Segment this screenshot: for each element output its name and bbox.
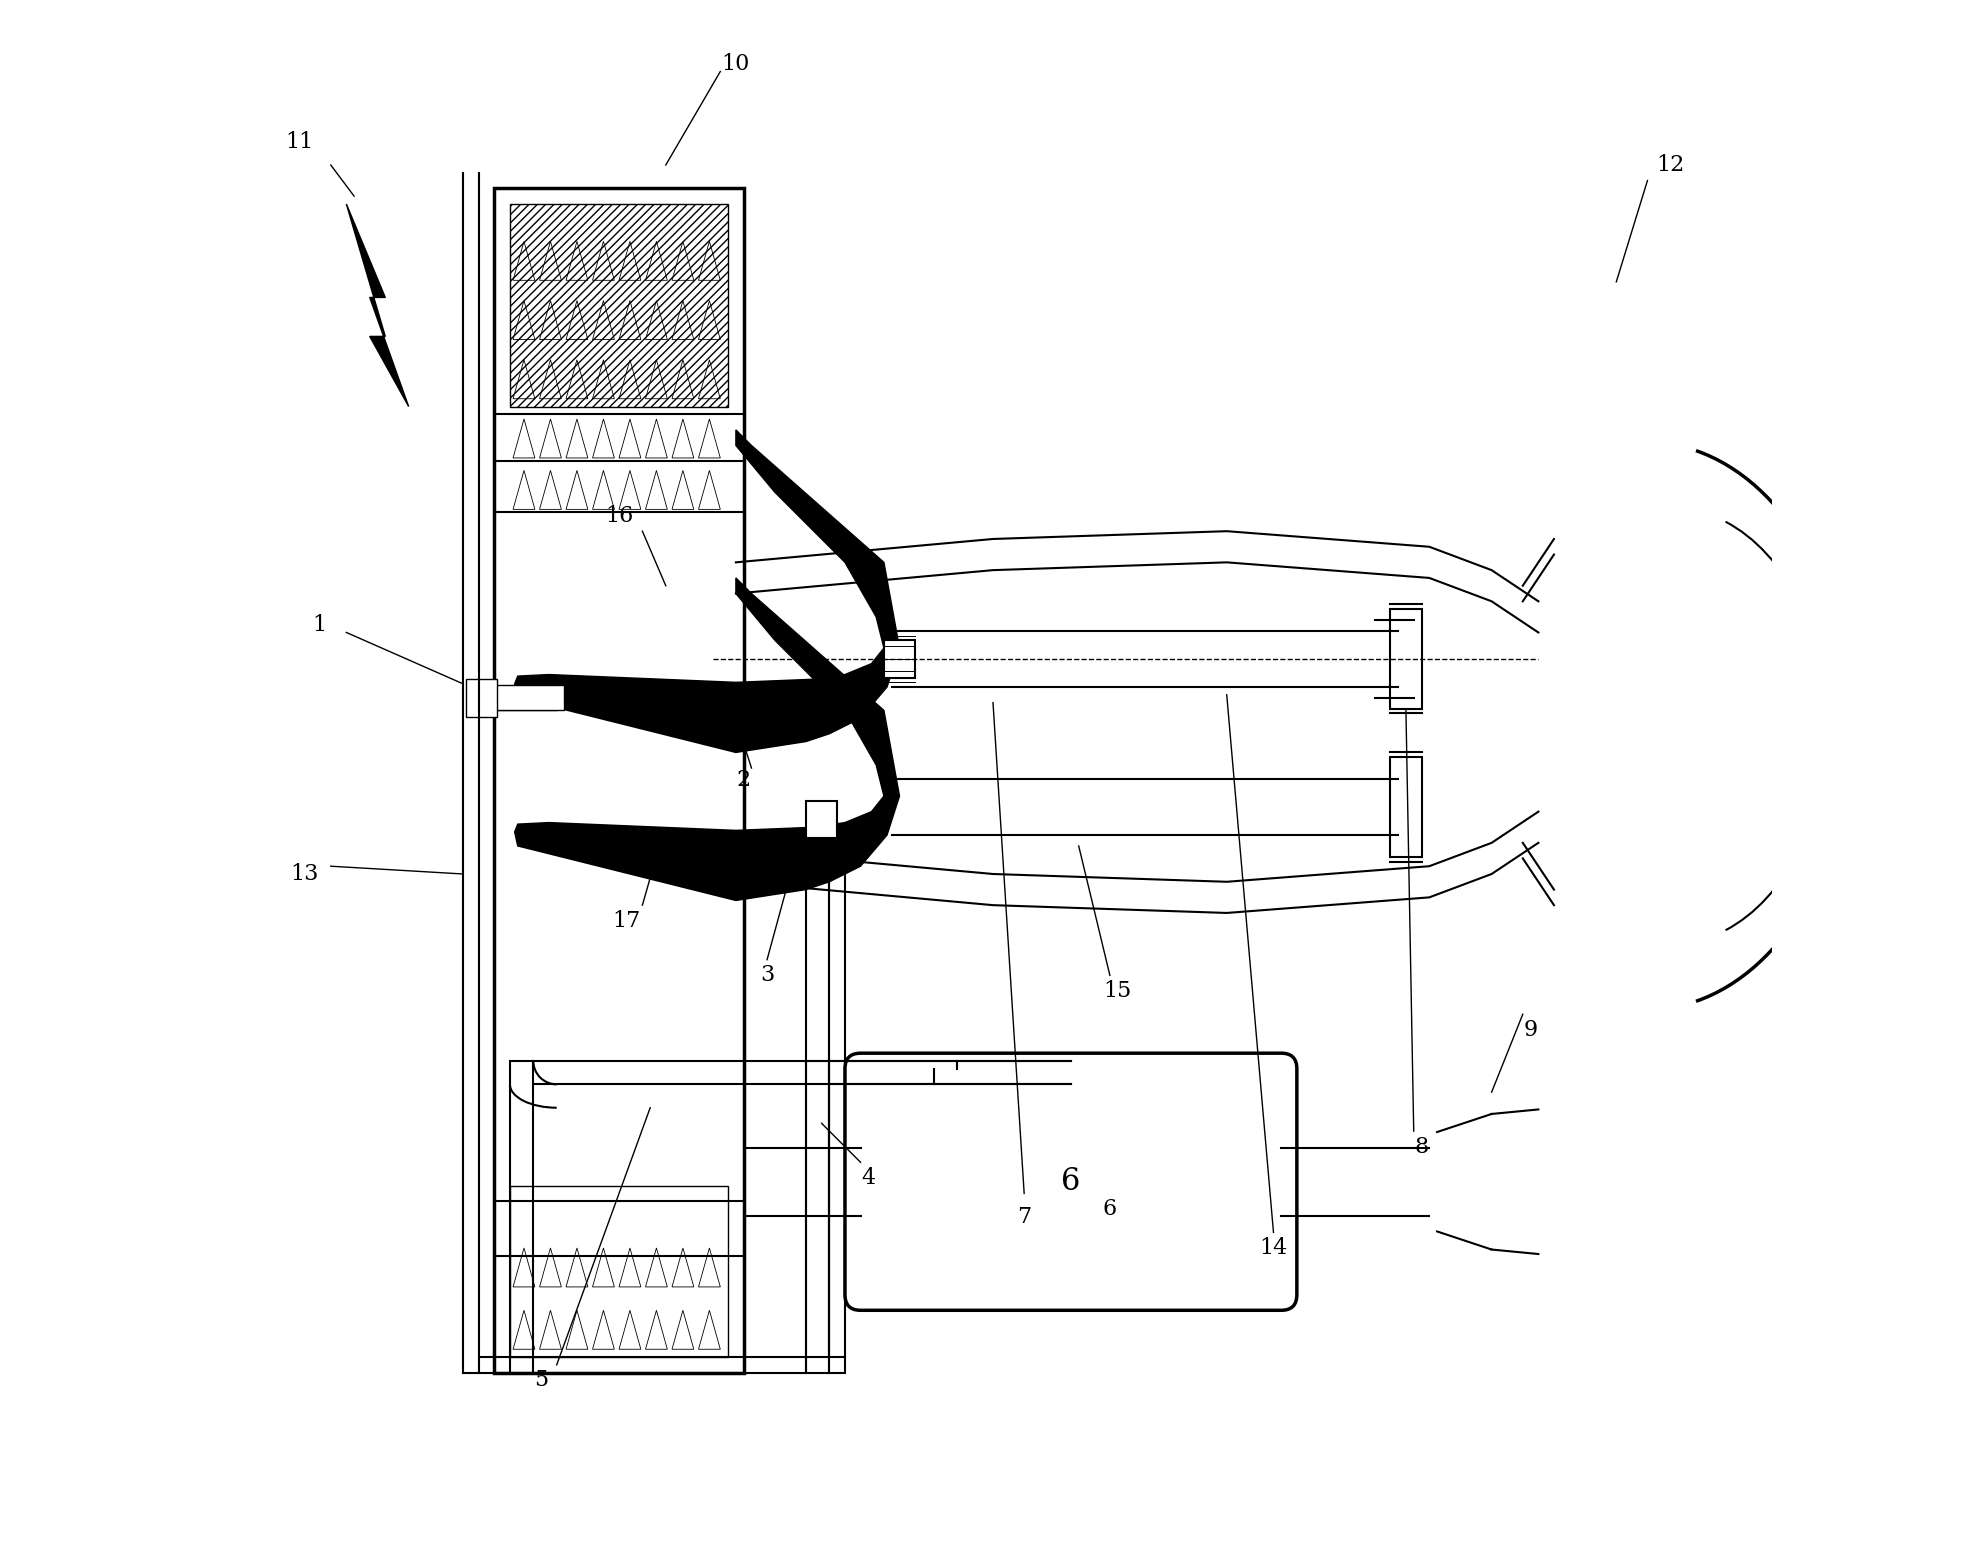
Text: 4: 4 <box>862 1166 876 1189</box>
Text: 10: 10 <box>721 53 751 75</box>
Text: 6: 6 <box>1061 1166 1080 1197</box>
Bar <box>510 1186 729 1357</box>
Text: 2: 2 <box>737 770 751 791</box>
Text: 17: 17 <box>614 910 641 932</box>
Text: 14: 14 <box>1259 1236 1287 1260</box>
Bar <box>479 685 564 710</box>
PathPatch shape <box>514 578 900 901</box>
Bar <box>806 801 838 838</box>
Bar <box>495 189 743 1372</box>
Bar <box>1390 757 1422 857</box>
FancyBboxPatch shape <box>844 1054 1297 1310</box>
Text: 8: 8 <box>1414 1136 1428 1158</box>
Text: 1: 1 <box>312 613 328 635</box>
Bar <box>467 679 496 716</box>
Text: 16: 16 <box>606 504 634 526</box>
Text: 5: 5 <box>534 1369 548 1391</box>
PathPatch shape <box>514 429 900 752</box>
Text: 6: 6 <box>1102 1197 1116 1221</box>
Bar <box>884 640 916 677</box>
Text: 7: 7 <box>1017 1205 1031 1229</box>
Text: 9: 9 <box>1523 1019 1537 1041</box>
Bar <box>510 204 729 406</box>
Polygon shape <box>346 204 409 406</box>
Bar <box>495 687 556 710</box>
Text: 15: 15 <box>1104 980 1132 1002</box>
Text: 3: 3 <box>761 965 775 987</box>
Text: 13: 13 <box>290 863 318 885</box>
Text: 11: 11 <box>286 131 314 153</box>
Text: 12: 12 <box>1656 155 1684 176</box>
Bar <box>1390 609 1422 709</box>
